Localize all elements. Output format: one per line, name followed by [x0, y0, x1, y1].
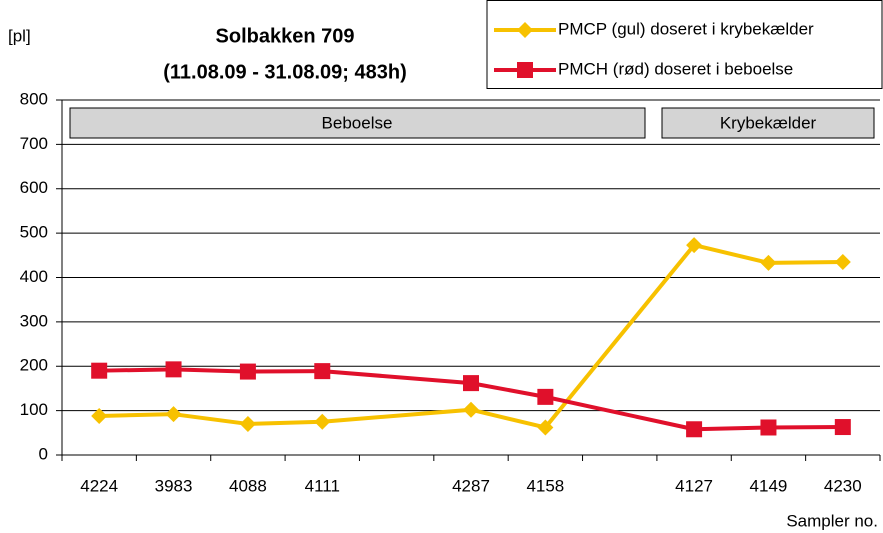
y-tick-label: 400 — [20, 267, 48, 286]
y-tick-label: 800 — [20, 89, 48, 108]
x-tick-label: 4111 — [305, 476, 340, 495]
line-segment — [99, 412, 174, 418]
x-tick-label: 4127 — [675, 476, 713, 495]
point — [314, 413, 331, 430]
line-segment — [173, 412, 249, 426]
line-segment — [173, 367, 248, 374]
line-segment — [693, 243, 769, 265]
point — [760, 419, 777, 436]
x-tick-label: 4088 — [229, 476, 267, 495]
y-tick-label: 0 — [39, 444, 48, 463]
line-segment — [544, 394, 695, 432]
x-tick-label: 4158 — [526, 476, 564, 495]
line-segment — [247, 419, 323, 426]
legend-marker — [517, 22, 533, 38]
line-segment — [694, 425, 769, 432]
x-tick-label: 3983 — [155, 476, 193, 495]
line-segment — [322, 407, 472, 424]
line-segment — [99, 367, 174, 373]
y-tick-label: 700 — [20, 134, 48, 153]
x-tick-label: 4149 — [750, 476, 788, 495]
x-tick-label: 4287 — [452, 476, 490, 495]
y-tick-label: 200 — [20, 356, 48, 375]
point — [537, 419, 554, 436]
line-segment — [470, 407, 546, 430]
chart-title: Solbakken 709 — [216, 25, 355, 47]
point — [834, 253, 851, 270]
point — [686, 237, 703, 254]
x-tick-label: 4230 — [824, 476, 862, 495]
point — [91, 362, 108, 379]
line-segment — [470, 381, 546, 399]
point — [165, 406, 182, 423]
annotation: Beboelse — [322, 113, 393, 132]
line-segment — [543, 243, 696, 429]
line-segment — [768, 259, 843, 265]
point — [239, 415, 256, 432]
y-axis-label: [pl] — [8, 26, 31, 45]
annotation-box — [661, 107, 875, 139]
chart-subtitle: (11.08.09 - 31.08.09; 483h) — [163, 61, 407, 83]
x-tick-label: 4224 — [80, 476, 118, 495]
y-tick-label: 500 — [20, 223, 48, 242]
annotation-box — [69, 107, 646, 139]
x-axis-label: Sampler no. — [786, 511, 878, 530]
point — [314, 363, 331, 380]
point — [463, 375, 479, 392]
legend-label: PMCH (rød) doseret i beboelse — [558, 59, 793, 78]
point — [760, 254, 777, 271]
legend-marker — [517, 62, 533, 78]
line-segment — [322, 369, 472, 386]
point — [834, 419, 851, 436]
legend-label: PMCP (gul) doseret i krybekælder — [558, 19, 814, 38]
point — [239, 363, 256, 380]
y-tick-label: 600 — [20, 178, 48, 197]
point — [165, 361, 182, 378]
point — [91, 407, 108, 424]
legend-box — [486, 0, 883, 89]
point — [463, 401, 479, 418]
y-tick-label: 300 — [20, 311, 48, 330]
y-tick-label: 100 — [20, 400, 48, 419]
point — [686, 421, 703, 438]
annotation: Krybekælder — [720, 113, 817, 132]
point — [537, 388, 554, 405]
